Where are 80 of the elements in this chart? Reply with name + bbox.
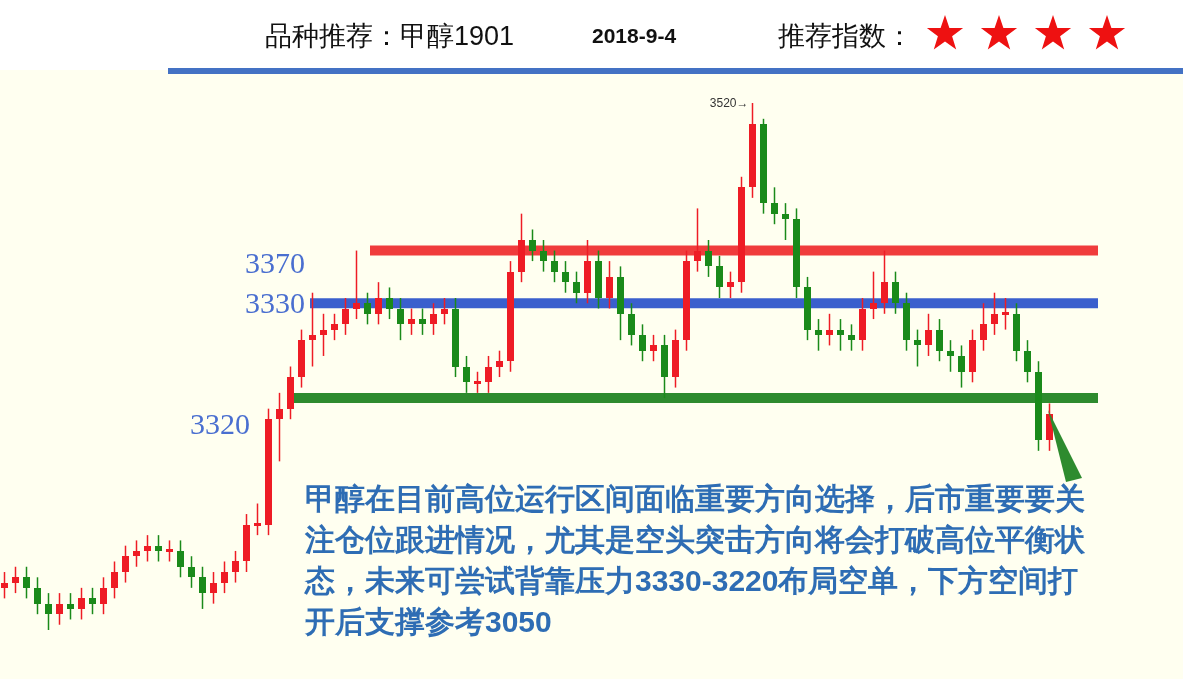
candlestick — [45, 592, 52, 631]
candlestick — [991, 291, 998, 336]
annotation: 3320 — [190, 407, 250, 441]
candlestick — [1, 571, 8, 600]
candlestick — [320, 313, 327, 357]
text: 推荐指数： — [778, 21, 913, 51]
candlestick — [705, 239, 712, 278]
annotation: 3370 — [245, 245, 305, 279]
candlestick — [650, 334, 657, 362]
candlestick — [430, 302, 437, 336]
annotation: 3330 — [245, 286, 305, 320]
candlestick — [892, 270, 899, 315]
candlestick — [782, 202, 789, 241]
candlestick — [386, 286, 393, 320]
candlestick — [485, 355, 492, 394]
candlestick — [166, 539, 173, 563]
candlestick — [727, 270, 734, 299]
candlestick — [342, 297, 349, 336]
text: 2018-9-4 — [592, 24, 677, 47]
candlestick — [529, 228, 536, 262]
candlestick — [1002, 297, 1009, 331]
candlestick — [606, 260, 613, 310]
candlestick — [199, 566, 206, 610]
candlestick — [628, 302, 635, 347]
candlestick — [540, 239, 547, 273]
candlestick — [353, 249, 360, 320]
candlestick — [232, 550, 239, 584]
candlestick — [276, 392, 283, 463]
candlestick — [254, 502, 261, 536]
candlestick — [89, 587, 96, 615]
candlestick — [914, 328, 921, 368]
candlestick — [826, 313, 833, 347]
candlestick — [12, 566, 19, 594]
candlestick — [100, 576, 107, 615]
candlestick — [221, 560, 228, 594]
candlestick — [408, 307, 415, 336]
candlestick — [210, 571, 217, 605]
candlestick — [562, 260, 569, 294]
candlestick — [23, 566, 30, 600]
candlestick — [375, 281, 382, 326]
candlestick — [771, 186, 778, 225]
candlestick — [694, 207, 701, 273]
candlestick — [1024, 339, 1031, 384]
candlestick — [925, 313, 932, 357]
candlestick — [837, 318, 844, 352]
candlestick — [56, 592, 63, 626]
candlestick — [144, 534, 151, 563]
candlestick — [936, 318, 943, 362]
candlestick — [848, 323, 855, 352]
candlestick — [815, 318, 822, 352]
candlestick — [188, 555, 195, 589]
chart-title: 品种推荐：甲醇1901 — [265, 21, 515, 51]
candlestick — [122, 544, 129, 584]
candlestick — [111, 560, 118, 600]
candlestick — [67, 592, 74, 621]
candlestick — [463, 355, 470, 394]
candlestick — [474, 371, 481, 394]
candlestick — [980, 302, 987, 352]
candlestick — [870, 270, 877, 320]
candlestick — [133, 539, 140, 568]
candlestick — [78, 587, 85, 621]
candlestick — [397, 297, 404, 341]
candlestick — [496, 349, 503, 378]
candlestick — [419, 307, 426, 336]
candlestick — [309, 291, 316, 368]
candlestick — [34, 576, 41, 615]
candlestick — [364, 291, 371, 326]
candlestick — [716, 255, 723, 299]
candlestick — [331, 313, 338, 341]
annotation: 3520→ — [709, 96, 749, 110]
candlestick — [958, 344, 965, 389]
candlestick — [177, 539, 184, 579]
candlestick — [551, 249, 558, 283]
candlestick — [441, 297, 448, 326]
candlestick — [881, 249, 888, 315]
candlestick — [947, 339, 954, 373]
annotation: 甲醇在目前高位运行区间面临重要方向选择，后市重要要关注仓位跟进情况，尤其是空头突击方向将会打破高位平衡状态，未来可尝试背靠压力3330-3220布局空单，下方空间打开后支撑参考3050 — [305, 481, 1086, 640]
candlestick — [155, 534, 162, 563]
candlestick — [573, 270, 580, 305]
candlestick — [639, 323, 646, 362]
